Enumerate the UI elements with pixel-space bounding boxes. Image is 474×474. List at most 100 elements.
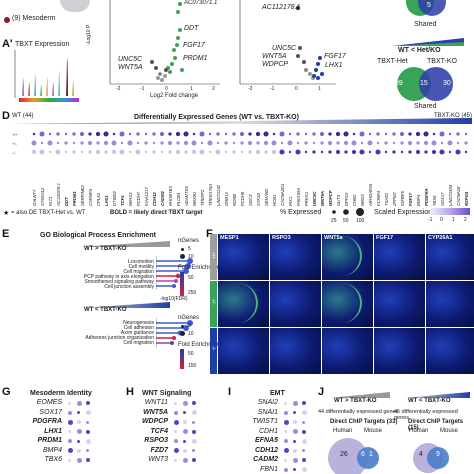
microscopy-tile — [374, 281, 425, 327]
dot — [208, 150, 212, 154]
ngenes-title: nGenes — [178, 238, 200, 244]
dot — [168, 150, 172, 154]
dot — [199, 149, 205, 155]
dot — [80, 141, 84, 145]
gene-column-label: RSPO3 — [463, 191, 469, 206]
venn-shared2: Shared — [414, 103, 437, 110]
dot — [400, 141, 404, 145]
fold-val: 50 — [188, 275, 194, 281]
dot — [343, 140, 349, 146]
dot — [399, 131, 405, 137]
dot — [31, 140, 37, 146]
dot — [464, 132, 468, 136]
dot — [424, 150, 428, 154]
expression-dot — [68, 401, 71, 405]
dot — [56, 132, 60, 136]
scaled-title: Scaled Expression — [374, 209, 432, 216]
gene-column-label: HCN1 — [271, 194, 277, 206]
expression-dot — [192, 438, 197, 444]
gene-column-label: WDPCP — [327, 190, 333, 206]
ngenes-dot-large — [180, 254, 185, 259]
fold-title: Fold Enrichment — [178, 265, 222, 271]
gene-column-label: SLIT3 — [335, 194, 341, 206]
dot — [152, 150, 156, 154]
expression-dot — [86, 429, 90, 434]
expression-dot — [183, 400, 188, 406]
panel-e-title: GO Biological Process Enrichment — [40, 232, 156, 239]
expression-dot — [192, 401, 196, 405]
panel-j-human2: Human — [409, 428, 429, 434]
go-term: Adherens junction organization — [85, 335, 154, 341]
dot — [144, 141, 148, 145]
gene-column-label: SOX17 — [439, 192, 445, 206]
microscopy-tile — [218, 281, 269, 327]
dot — [48, 132, 52, 136]
gene-column-label: SEMA6D — [263, 188, 269, 206]
expression-dot — [293, 448, 297, 453]
gene-column-label: LINC01833 — [447, 184, 453, 206]
gene-column-label: RHOBTB3 — [167, 186, 173, 206]
dot — [184, 150, 188, 154]
fold-colorbar — [180, 349, 184, 369]
dot — [144, 132, 148, 136]
gene-label: AC073071.1 — [184, 0, 218, 6]
dot — [279, 149, 285, 155]
tick-label: -1 — [270, 86, 275, 92]
dot — [136, 132, 140, 136]
expression-dot — [183, 448, 187, 453]
dot — [392, 150, 396, 154]
dot — [328, 150, 332, 154]
venn-right-label: TBXT-KO — [427, 58, 457, 65]
dotplot-d: +/+ +/- -/- — [12, 131, 468, 155]
mesoderm-dot — [4, 17, 10, 23]
dot — [255, 149, 261, 155]
tick-label: 1 — [190, 86, 193, 92]
expression-dot — [86, 410, 91, 415]
gene-column-label: CACNA1E — [455, 186, 461, 206]
go-bars-1 — [156, 256, 193, 290]
microscopy-tile: WNT5a — [322, 234, 373, 280]
dot — [48, 150, 52, 154]
gene-column-label: IRX1 — [287, 196, 293, 206]
expression-dot — [293, 468, 296, 471]
dot — [455, 149, 461, 155]
gene-row-label: CDH12 — [255, 446, 278, 454]
expression-dot — [183, 439, 186, 443]
dot — [384, 141, 388, 145]
go-term: Cell motility — [128, 264, 154, 270]
dot — [384, 132, 388, 136]
row-label: +/+ — [12, 132, 18, 137]
gene-column-label: CADM2 — [159, 191, 165, 206]
gene-column-label: KCNIP4 — [375, 190, 381, 206]
go-term: Neurogenesis — [123, 320, 154, 326]
marker-label: MESP1 — [220, 235, 239, 241]
gene-column-label: ZFPM2 — [391, 192, 397, 206]
panel-h-title: WNT Signaling — [142, 390, 192, 397]
dot — [120, 141, 124, 145]
dot — [72, 141, 76, 145]
panel-j-arrow1 — [330, 392, 390, 398]
expression-dot — [293, 429, 298, 434]
dot — [312, 150, 316, 154]
dot — [416, 141, 420, 145]
gene-label: DDT — [184, 25, 199, 32]
ko-count: TBXT-KO (45) — [434, 113, 473, 119]
green-signal — [330, 283, 362, 323]
footnote-2: BOLD = likely direct TBXT target — [110, 210, 203, 216]
ngenes-val: 5 — [188, 323, 191, 329]
gene-column-label: CHN2 — [351, 194, 357, 206]
dot — [167, 140, 173, 146]
go-term: Cell adhesion — [123, 325, 154, 331]
dot — [40, 141, 44, 145]
venn-j1-c: 1 — [369, 451, 373, 458]
dot — [152, 132, 156, 136]
gene-column-label: GRB14 — [223, 192, 229, 206]
dot — [232, 132, 236, 136]
tick-label: 0 — [295, 86, 298, 92]
gene-row-label: CADM2 — [253, 456, 278, 463]
dot — [359, 149, 365, 155]
pct-expressed-title: % Expressed — [280, 209, 322, 216]
gene-column-label: CDH12 — [151, 192, 157, 206]
scaled-val: -1 — [428, 217, 433, 223]
dot — [152, 141, 156, 145]
